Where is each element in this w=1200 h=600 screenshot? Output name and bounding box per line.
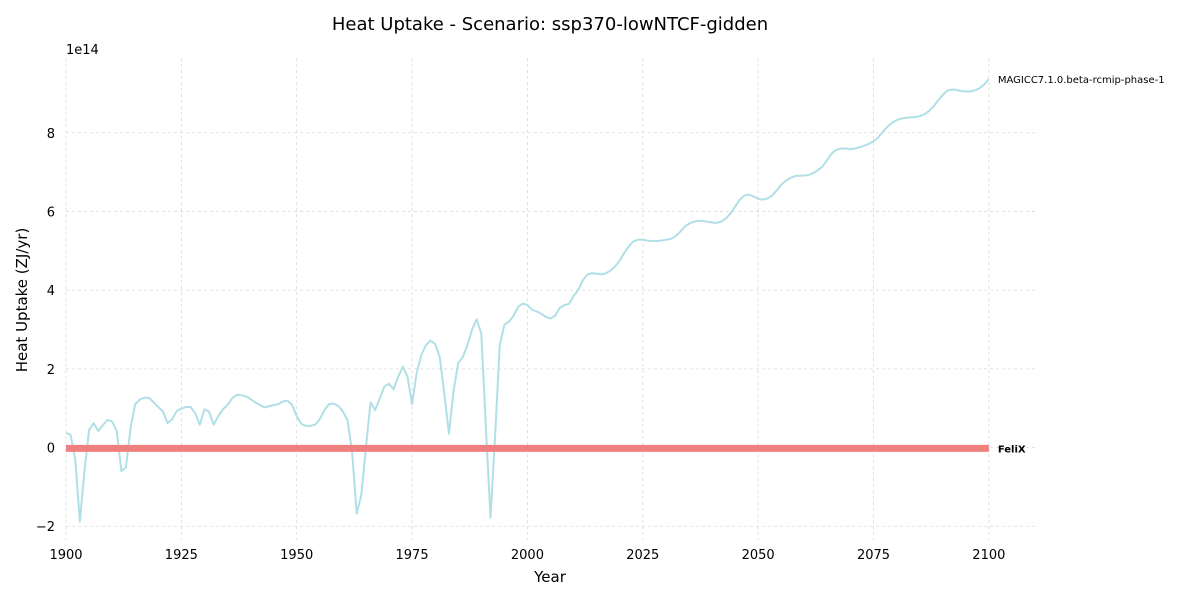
series-end-labels: MAGICC7.1.0.beta-rcmip-phase-1 FeliX (998, 75, 1165, 455)
y-tick-label: −2 (36, 520, 55, 535)
y-tick-label: 4 (47, 284, 55, 299)
x-axis-title: Year (533, 568, 567, 586)
series-layer (65, 78, 990, 523)
series-end-label: MAGICC7.1.0.beta-rcmip-phase-1 (998, 75, 1165, 86)
series-end-label: FeliX (998, 444, 1026, 455)
y-tick-label: 2 (47, 363, 55, 378)
x-tick-label: 1950 (280, 548, 313, 563)
x-tick-label: 2050 (742, 548, 775, 563)
x-tick-label: 2100 (972, 548, 1005, 563)
x-tick-label: 2025 (626, 548, 659, 563)
y-tick-label: 0 (47, 442, 55, 457)
x-tick-label: 1900 (49, 548, 82, 563)
y-axis-title: Heat Uptake (ZJ/yr) (13, 228, 31, 373)
y-tick-label: 8 (47, 127, 55, 142)
y-axis-offset-label: 1e14 (66, 43, 99, 58)
x-tick-label: 2000 (511, 548, 544, 563)
x-tick-label: 2075 (857, 548, 890, 563)
y-tick-labels: −2 0 2 4 6 8 (36, 127, 55, 535)
chart-title: Heat Uptake - Scenario: ssp370-lowNTCF-g… (332, 14, 768, 35)
y-tick-label: 6 (47, 205, 55, 220)
x-tick-label: 1975 (396, 548, 429, 563)
x-tick-labels: 1900 1925 1950 1975 2000 2025 2050 2075 2100 (49, 548, 1005, 563)
x-tick-label: 1925 (165, 548, 198, 563)
series-line-magicc7-1-0-beta-rcmip-phase-1 (65, 78, 990, 523)
grid-layer (65, 58, 1035, 540)
